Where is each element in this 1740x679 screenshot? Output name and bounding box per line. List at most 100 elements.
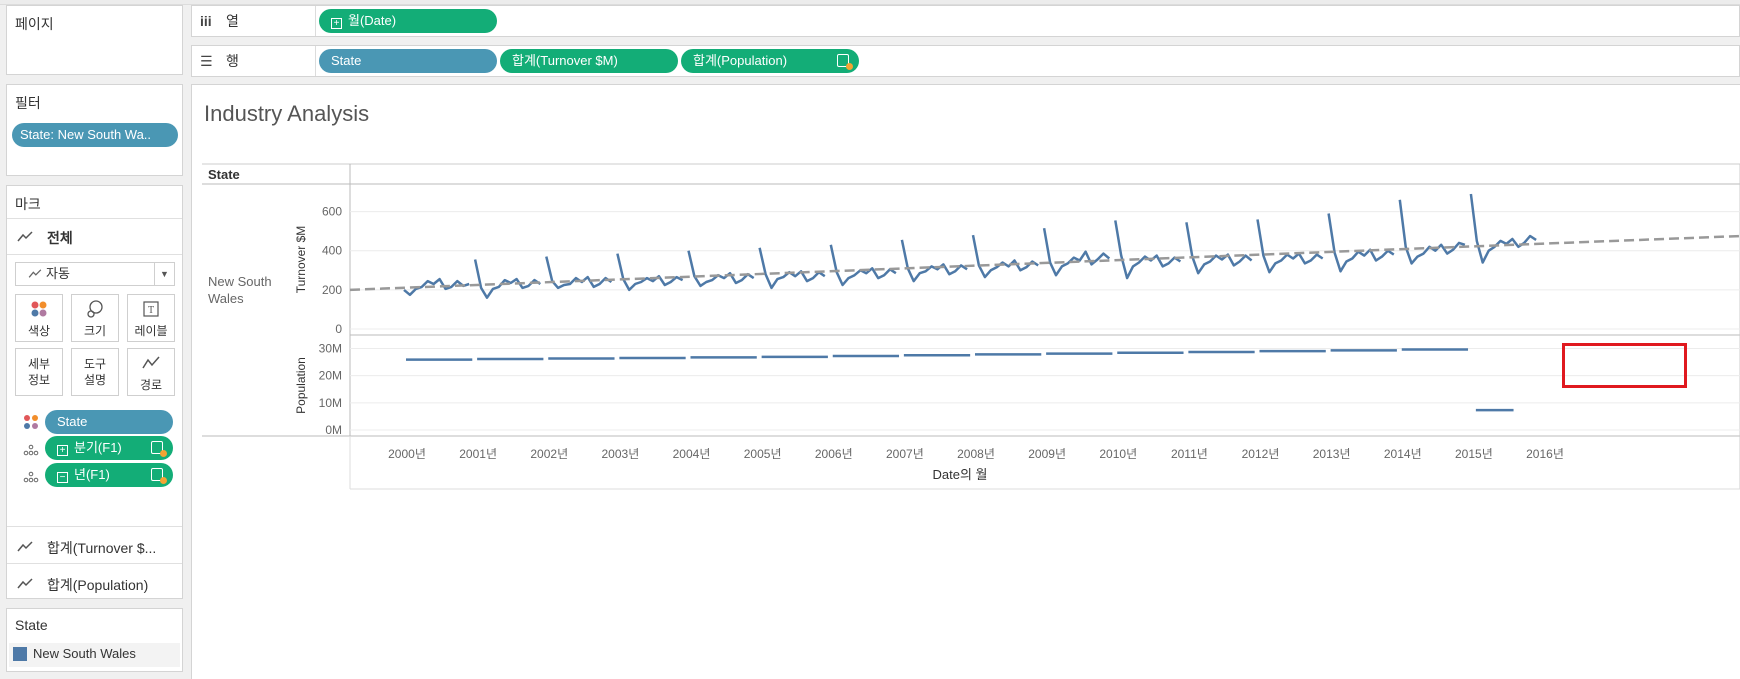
x-tick-label: 2013년 bbox=[1313, 447, 1351, 461]
series-line-turnover bbox=[545, 256, 613, 290]
top-toolbar-strip bbox=[0, 0, 1740, 5]
marks-divider bbox=[7, 254, 182, 255]
series-line-turnover bbox=[971, 234, 1039, 279]
series-line-turnover bbox=[1256, 219, 1324, 274]
row-member-line: New South bbox=[208, 274, 272, 289]
marks-title: 마크 bbox=[15, 196, 41, 212]
path-button[interactable]: 경로 bbox=[127, 348, 175, 396]
rows-pill-state[interactable]: State bbox=[319, 49, 497, 73]
marks-card: 마크 전체 자동 ▼ 색상 크기 T bbox=[6, 185, 183, 599]
line-mark-icon bbox=[17, 230, 33, 246]
rows-pill-population[interactable]: 합계(Population) bbox=[681, 49, 859, 73]
marks-divider bbox=[7, 526, 182, 527]
x-tick-label: 2002년 bbox=[530, 447, 568, 461]
series-line-turnover bbox=[616, 253, 684, 292]
expand-plus-icon: + bbox=[331, 18, 342, 29]
y-tick-label: 0M bbox=[325, 423, 342, 437]
legend-row[interactable] bbox=[9, 643, 180, 667]
detail-dots-icon bbox=[23, 443, 39, 459]
label-button[interactable]: T 레이블 bbox=[127, 294, 175, 342]
x-tick-label: 2015년 bbox=[1455, 447, 1493, 461]
highlight-box bbox=[1562, 343, 1687, 388]
detail-button[interactable]: 세부 정보 bbox=[15, 348, 63, 396]
x-tick-label: 2005년 bbox=[744, 447, 782, 461]
y-tick-label: 0 bbox=[335, 322, 342, 336]
datasource-link-icon bbox=[151, 468, 167, 484]
filters-card[interactable]: 필터 State: New South Wa.. bbox=[6, 84, 183, 176]
collapse-minus-icon: − bbox=[57, 472, 68, 483]
y-tick-label: 400 bbox=[322, 244, 342, 258]
color-button-label: 색상 bbox=[27, 324, 51, 338]
marks-field-label: 년(F1) bbox=[74, 467, 110, 482]
series-line-turnover bbox=[473, 259, 541, 299]
chevron-down-icon[interactable]: ▼ bbox=[154, 263, 174, 285]
detail-dots-icon bbox=[23, 470, 39, 486]
x-tick-label: 2007년 bbox=[886, 447, 924, 461]
marks-measure-label: 합계(Turnover $... bbox=[47, 540, 157, 556]
tooltip-button-label: 도구 설명 bbox=[83, 357, 107, 387]
y-tick-label: 30M bbox=[319, 341, 342, 355]
marks-divider bbox=[7, 218, 182, 219]
chart-panes: 0 200 400 600 Turnover $M 0M 10M 20M 30M Populati… bbox=[294, 193, 1740, 437]
label-button-label: 레이블 bbox=[134, 324, 168, 338]
pages-title: 페이지 bbox=[15, 16, 54, 32]
x-tick-label: 2001년 bbox=[459, 447, 497, 461]
columns-pill-label: 월(Date) bbox=[348, 13, 397, 28]
x-tick-label: 2011년 bbox=[1171, 447, 1208, 461]
marks-measure-population[interactable]: 합계(Population) bbox=[17, 575, 148, 595]
marks-all-tab[interactable]: 전체 bbox=[17, 228, 73, 248]
svg-text:T: T bbox=[148, 305, 154, 316]
shelf-divider bbox=[315, 46, 316, 76]
columns-shelf-text: 열 bbox=[226, 13, 239, 29]
marks-measure-turnover[interactable]: 합계(Turnover $... bbox=[17, 538, 156, 558]
marks-field-pill[interactable]: State bbox=[45, 410, 173, 434]
filters-title: 필터 bbox=[15, 95, 41, 111]
tooltip-button[interactable]: 도구 설명 bbox=[71, 348, 119, 396]
filter-pill-state[interactable]: State: New South Wa.. bbox=[12, 123, 178, 147]
line-mark-icon bbox=[17, 577, 33, 593]
pages-card[interactable]: 페이지 bbox=[6, 5, 183, 75]
rows-icon: ☰ bbox=[200, 53, 213, 69]
mark-type-dropdown[interactable]: 자동 ▼ bbox=[15, 262, 175, 286]
rows-shelf[interactable]: ☰ 행 State 합계(Turnover $M) 합계(Population) bbox=[191, 45, 1740, 77]
mark-type-value: 자동 bbox=[46, 266, 70, 281]
size-button[interactable]: 크기 bbox=[71, 294, 119, 342]
columns-pill-date[interactable]: + 월(Date) bbox=[319, 9, 497, 33]
y-axis-title: Population bbox=[294, 357, 308, 414]
columns-shelf[interactable]: iii 열 + 월(Date) bbox=[191, 5, 1740, 37]
columns-shelf-label: iii 열 bbox=[200, 6, 239, 36]
rows-shelf-label: ☰ 행 bbox=[200, 46, 239, 76]
marks-field-label: State bbox=[57, 414, 88, 429]
marks-divider bbox=[7, 563, 182, 564]
x-tick-label: 2008년 bbox=[957, 447, 995, 461]
legend-title: State bbox=[15, 617, 48, 633]
marks-field-pill[interactable]: − 년(F1) bbox=[45, 463, 173, 487]
shelf-divider bbox=[315, 6, 316, 36]
trend-line bbox=[349, 234, 1740, 292]
datasource-link-icon bbox=[151, 441, 167, 457]
line-chart: State New South Wales 0 200 400 600 Turnover … bbox=[202, 163, 1740, 490]
row-header-label: State bbox=[208, 167, 240, 182]
filter-pill-label: State: New South Wa.. bbox=[20, 127, 152, 142]
legend-swatch[interactable] bbox=[13, 647, 27, 661]
x-tick-label: 2014년 bbox=[1384, 447, 1422, 461]
x-tick-label: 2006년 bbox=[815, 447, 853, 461]
marks-field-pill[interactable]: + 분기(F1) bbox=[45, 436, 173, 460]
viz-area: Industry Analysis State New South Wales 0… bbox=[191, 84, 1740, 679]
marks-field-label: 분기(F1) bbox=[74, 440, 122, 455]
series-line-turnover bbox=[687, 250, 755, 288]
rows-shelf-text: 행 bbox=[226, 53, 239, 69]
rows-pill-label: 합계(Population) bbox=[693, 53, 788, 68]
rows-pill-label: 합계(Turnover $M) bbox=[512, 53, 618, 68]
columns-icon: iii bbox=[200, 13, 212, 29]
size-button-label: 크기 bbox=[83, 324, 107, 338]
rows-pill-turnover[interactable]: 합계(Turnover $M) bbox=[500, 49, 678, 73]
y-tick-label: 200 bbox=[322, 283, 342, 297]
series-line-turnover bbox=[1114, 220, 1182, 280]
color-button[interactable]: 색상 bbox=[15, 294, 63, 342]
legend-item-label[interactable]: New South Wales bbox=[33, 646, 136, 661]
series-line-turnover bbox=[1469, 193, 1537, 264]
series-line-turnover bbox=[829, 244, 897, 287]
line-mark-icon bbox=[28, 269, 42, 278]
detail-button-label: 세부 정보 bbox=[27, 357, 51, 387]
